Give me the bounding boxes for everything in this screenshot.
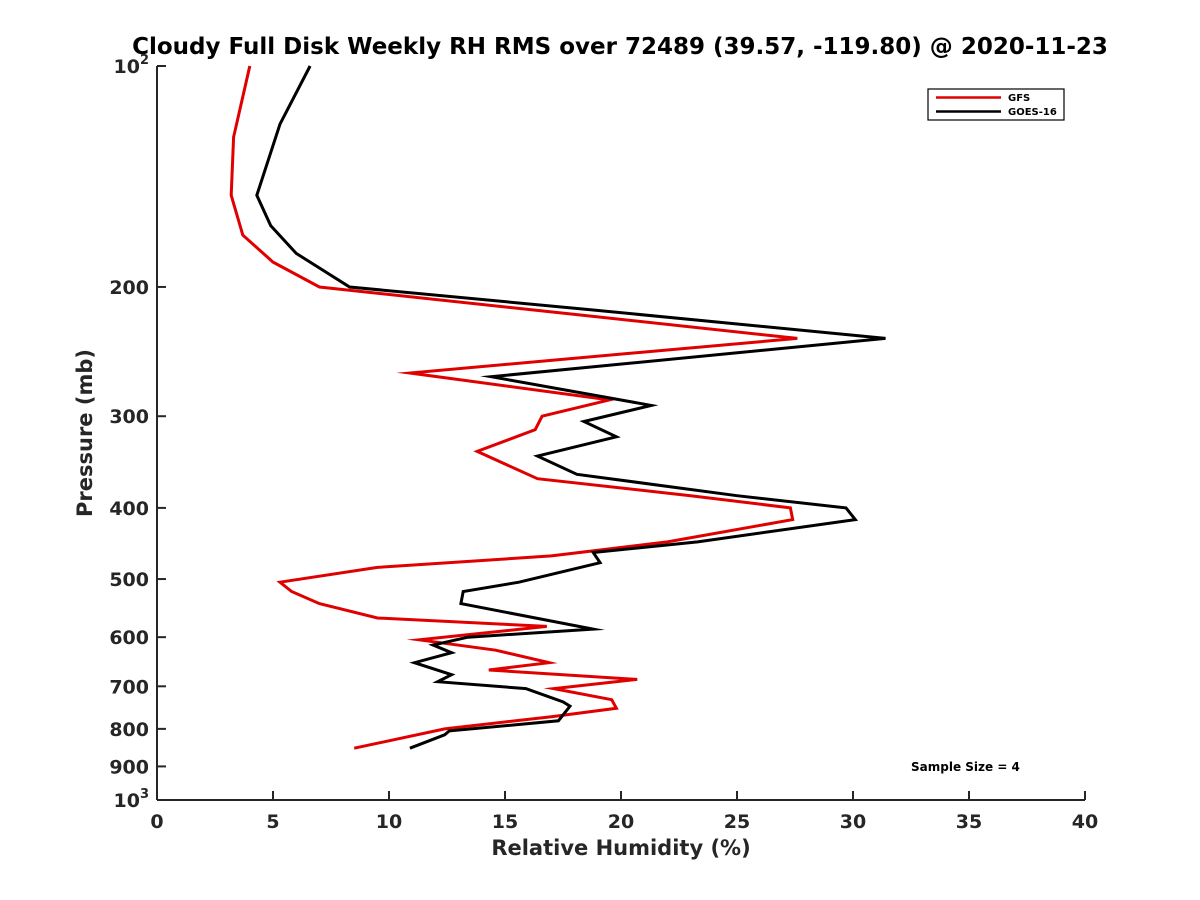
y-tick-label: 300	[109, 406, 149, 428]
y-tick-label: 800	[109, 719, 149, 741]
y-tick-label: 900	[109, 756, 149, 778]
y-tick-label-base: 600	[109, 627, 149, 649]
x-tick-label: 35	[956, 811, 982, 833]
sample-size-annotation: Sample Size = 4	[911, 760, 1020, 774]
series-line-gfs	[229, 65, 798, 750]
x-tick-label: 0	[150, 811, 163, 833]
x-tick-label: 5	[266, 811, 279, 833]
series-lines	[229, 65, 886, 750]
y-axis-label: Pressure (mb)	[73, 349, 97, 517]
y-tick-label: 500	[109, 569, 149, 591]
y-tick-label: 102	[114, 53, 150, 78]
y-tick-label: 700	[109, 676, 149, 698]
y-tick-label-exponent: 3	[140, 787, 149, 802]
y-tick-label-base: 700	[109, 676, 149, 698]
y-tick-label-base: 800	[109, 719, 149, 741]
legend-label-gfs: GFS	[1008, 93, 1030, 104]
legend: GFS GOES-16	[927, 88, 1065, 121]
y-tick-label-exponent: 2	[140, 53, 149, 68]
x-tick-label: 30	[840, 811, 866, 833]
x-tick-label: 40	[1072, 811, 1098, 833]
x-tick-label: 25	[724, 811, 750, 833]
x-tick-label: 20	[608, 811, 634, 833]
y-tick-label: 200	[109, 277, 149, 299]
y-tick-label: 600	[109, 627, 149, 649]
y-tick-label-base: 400	[109, 498, 149, 520]
series-line-goes-16	[255, 65, 886, 750]
legend-box	[927, 88, 1065, 121]
x-tick-label: 15	[492, 811, 518, 833]
y-tick-label-base: 300	[109, 406, 149, 428]
y-tick-label-base: 10	[114, 790, 140, 812]
x-tick-label: 10	[376, 811, 402, 833]
chart-title: Cloudy Full Disk Weekly RH RMS over 7248…	[132, 34, 1108, 60]
y-tick-label-base: 10	[114, 56, 140, 78]
x-axis-label: Relative Humidity (%)	[491, 836, 750, 860]
x-ticks: 0 5 10 15 20 25 30 35 40	[150, 791, 1098, 833]
y-tick-label: 103	[114, 787, 150, 812]
y-tick-label-base: 500	[109, 569, 149, 591]
y-tick-label-base: 200	[109, 277, 149, 299]
y-tick-label-base: 900	[109, 756, 149, 778]
legend-label-goes16: GOES-16	[1008, 107, 1057, 118]
y-tick-label: 400	[109, 498, 149, 520]
